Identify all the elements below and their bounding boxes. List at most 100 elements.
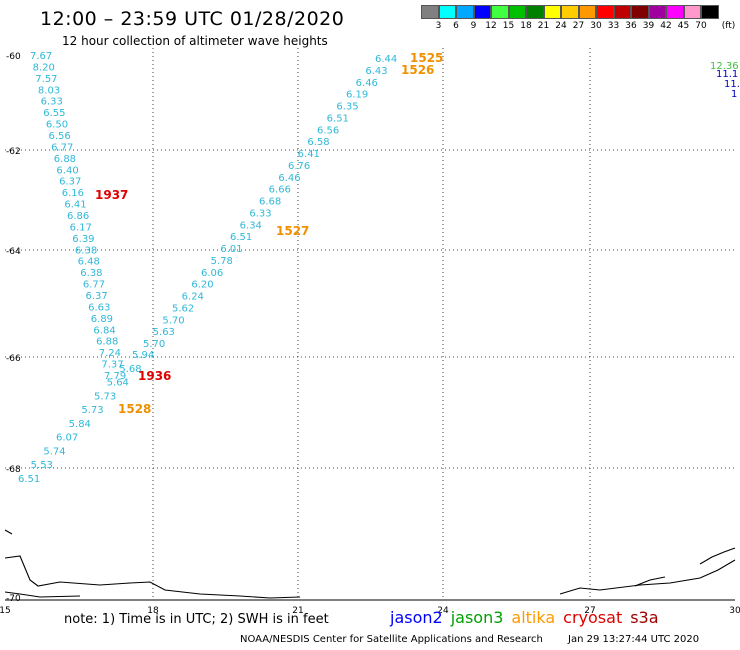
legend-label: 42	[660, 21, 672, 31]
swh-value-left-track: 7.24	[99, 348, 121, 359]
swh-value-edge-track: 11.1	[716, 69, 738, 80]
swh-value-left-track: 6.37	[59, 177, 81, 188]
legend-label: 39	[642, 21, 655, 31]
legend-label: 21	[537, 21, 550, 31]
coastline-segment	[4, 529, 13, 535]
swh-value-edge-track: 1	[731, 89, 737, 100]
swh-value-right-track: 6.20	[191, 280, 213, 291]
legend-label: 24	[555, 21, 567, 31]
legend-swatches	[421, 5, 740, 19]
pass-time-label: 1528	[118, 402, 151, 416]
swh-value-left-track: 6.33	[41, 97, 63, 108]
swh-value-middle-track: 5.94	[132, 350, 154, 361]
swh-value-middle-track: 5.64	[107, 378, 129, 389]
swh-value-middle-track: 5.73	[94, 391, 116, 402]
satellite-label-altika: altika	[511, 608, 556, 627]
pass-time-label: 1937	[95, 188, 128, 202]
swh-value-left-track: 7.79	[104, 371, 126, 382]
swh-value-left-track: 8.20	[33, 62, 55, 73]
swh-value-right-track: 6.56	[317, 125, 339, 136]
lat-tick-label: -64	[6, 247, 21, 257]
swh-value-right-track: 6.41	[298, 149, 320, 160]
swh-value-middle-track: 6.51	[18, 474, 40, 485]
legend-swatch	[683, 5, 701, 19]
legend-swatch	[473, 5, 491, 19]
lat-tick-label: -62	[6, 147, 21, 157]
lat-tick-label: -66	[6, 354, 21, 364]
legend-swatch	[613, 5, 631, 19]
satellite-legend: jason2 jason3 altika cryosat s3a	[390, 608, 667, 627]
lat-tick-label: -70	[6, 594, 21, 604]
coastline-segment	[699, 547, 736, 565]
lon-tick-label: 30	[729, 606, 740, 616]
swh-value-right-track: 6.01	[220, 244, 242, 255]
swh-value-left-track: 6.48	[78, 257, 100, 268]
map-grid	[5, 48, 735, 601]
swh-value-left-track: 6.84	[93, 325, 115, 336]
coastline	[4, 529, 736, 599]
satellite-label-s3a: s3a	[630, 608, 659, 627]
legend-label: 33	[607, 21, 620, 31]
coastline-segment	[4, 591, 81, 598]
legend-unit: (ft)	[721, 21, 736, 31]
swh-value-left-track: 6.37	[86, 291, 108, 302]
pass-time-label: 1526	[401, 63, 434, 77]
swh-value-right-track: 6.34	[240, 220, 262, 231]
swh-value-right-track: 6.66	[269, 185, 291, 196]
swh-value-left-track: 6.89	[91, 314, 113, 325]
swh-value-right-track: 6.19	[346, 90, 368, 101]
footer-credit: NOAA/NESDIS Center for Satellite Applica…	[240, 634, 699, 645]
legend-swatch	[421, 5, 439, 19]
swh-value-right-track: 5.62	[172, 303, 194, 314]
legend-swatch	[526, 5, 544, 19]
swh-value-edge-track: 11.	[724, 79, 740, 90]
swh-value-left-track: 7.67	[30, 51, 52, 62]
swh-value-left-track: 6.41	[64, 200, 86, 211]
credit-timestamp: Jan 29 13:27:44 UTC 2020	[568, 634, 700, 645]
lon-tick-label: 15	[0, 606, 11, 616]
swh-value-right-track: 6.33	[249, 208, 271, 219]
satellite-label-jason3: jason3	[450, 608, 504, 627]
satellite-label-cryosat: cryosat	[563, 608, 623, 627]
swh-value-left-track: 7.57	[35, 74, 57, 85]
swh-value-left-track: 6.86	[67, 211, 89, 222]
legend-swatch	[456, 5, 474, 19]
swh-value-middle-track: 5.74	[43, 446, 65, 457]
legend-swatch	[701, 5, 719, 19]
swh-value-right-track: 6.46	[356, 78, 378, 89]
legend-label: 12	[485, 21, 497, 31]
coastline-segment	[634, 576, 666, 587]
lon-tick-label: 27	[584, 606, 595, 616]
swh-value-right-track: 6.51	[327, 113, 349, 124]
swh-value-left-track: 6.55	[43, 108, 65, 119]
swh-value-right-track: 5.78	[211, 256, 233, 267]
swh-value-middle-track: 5.73	[81, 405, 103, 416]
swh-value-left-track: 6.77	[83, 280, 105, 291]
altimeter-tracks: 7.678.207.578.036.336.556.506.566.776.88…	[18, 51, 740, 485]
legend-label: 27	[572, 21, 585, 31]
swh-value-left-track: 6.16	[62, 188, 84, 199]
swh-value-right-track: 5.70	[143, 339, 165, 350]
swh-value-left-track: 6.38	[75, 245, 97, 256]
coastline-segment	[4, 555, 301, 599]
swh-value-right-track: 6.35	[336, 102, 358, 113]
satellite-label-jason2: jason2	[390, 608, 443, 627]
swh-value-right-track: 6.46	[278, 173, 300, 184]
swh-value-left-track: 6.40	[56, 165, 78, 176]
swh-value-right-track: 6.76	[288, 161, 310, 172]
lat-tick-label: -60	[6, 52, 21, 62]
lon-tick-label: 18	[147, 606, 159, 616]
legend-label: 70	[695, 21, 707, 31]
swh-value-left-track: 6.88	[96, 337, 118, 348]
swh-value-left-track: 6.88	[54, 154, 76, 165]
swh-value-middle-track: 5.68	[119, 364, 141, 375]
swh-value-right-track: 6.68	[259, 197, 281, 208]
page-title: 12:00 – 23:59 UTC 01/28/2020	[40, 8, 345, 30]
swh-value-right-track: 6.51	[230, 232, 252, 243]
legend-swatch	[666, 5, 684, 19]
legend-swatch	[596, 5, 614, 19]
swh-value-left-track: 6.50	[46, 120, 68, 131]
swh-value-middle-track: 5.53	[31, 460, 53, 471]
swh-value-middle-track: 6.07	[56, 433, 78, 444]
